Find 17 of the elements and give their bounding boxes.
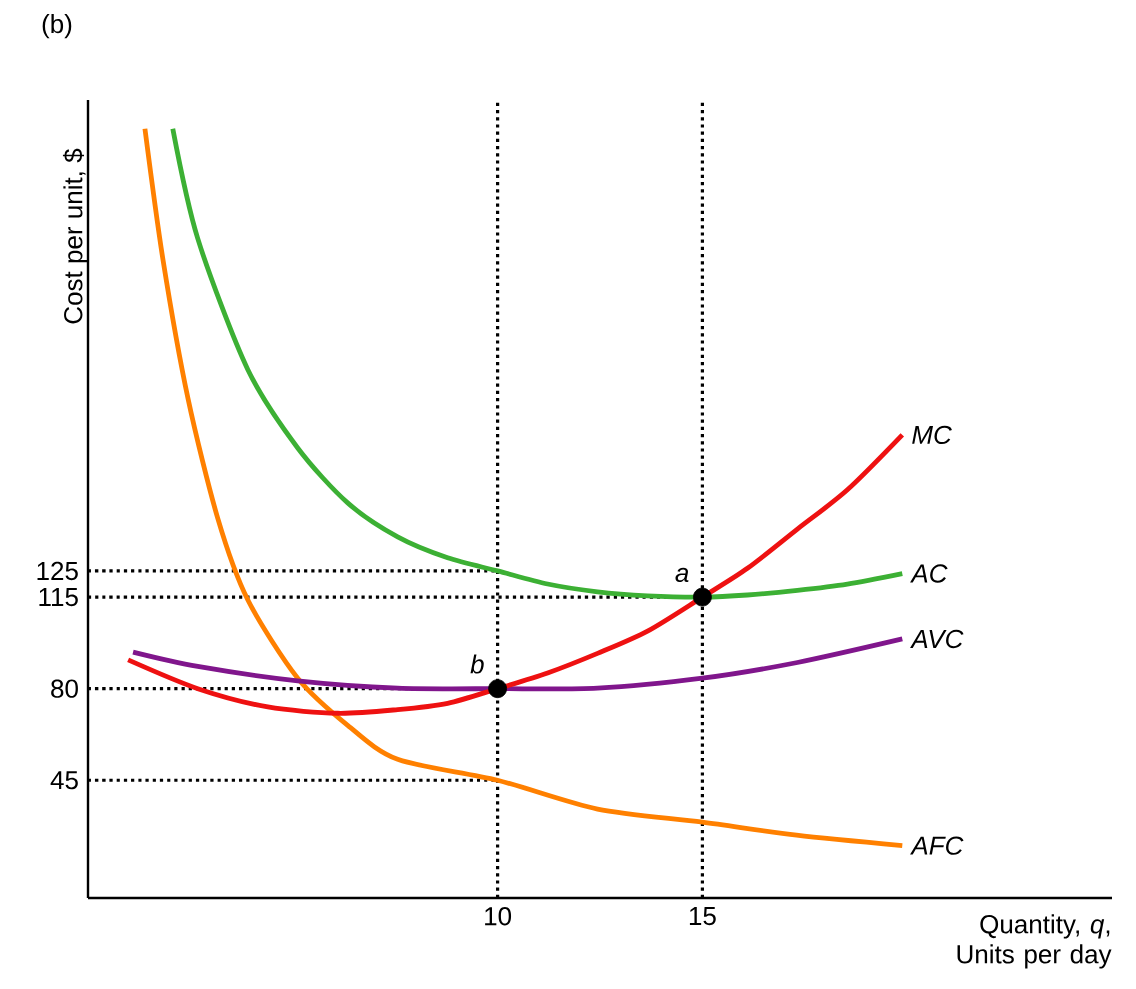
annotation: a: [675, 567, 689, 583]
x-axis-title: Quantity, q, Units per day: [957, 914, 1112, 969]
y-axis-title: Cost per unit, $: [62, 148, 88, 324]
line-series: [125, 432, 905, 716]
series-label: AC: [910, 564, 948, 583]
chart-title: (b): [42, 14, 72, 39]
x-tick-label: 10: [485, 907, 512, 926]
series-label: AVC: [910, 629, 964, 649]
x-tick-label: 15: [689, 907, 716, 926]
series-label: AFC: [910, 836, 964, 855]
y-tick-label: 115: [39, 588, 78, 607]
y-tick-label: 80: [51, 679, 78, 698]
annotation: b: [470, 654, 484, 674]
y-tick-label: 125: [37, 561, 78, 581]
series-label: MC: [912, 425, 952, 445]
line-series: [142, 126, 905, 849]
y-tick-label: 45: [50, 771, 78, 790]
